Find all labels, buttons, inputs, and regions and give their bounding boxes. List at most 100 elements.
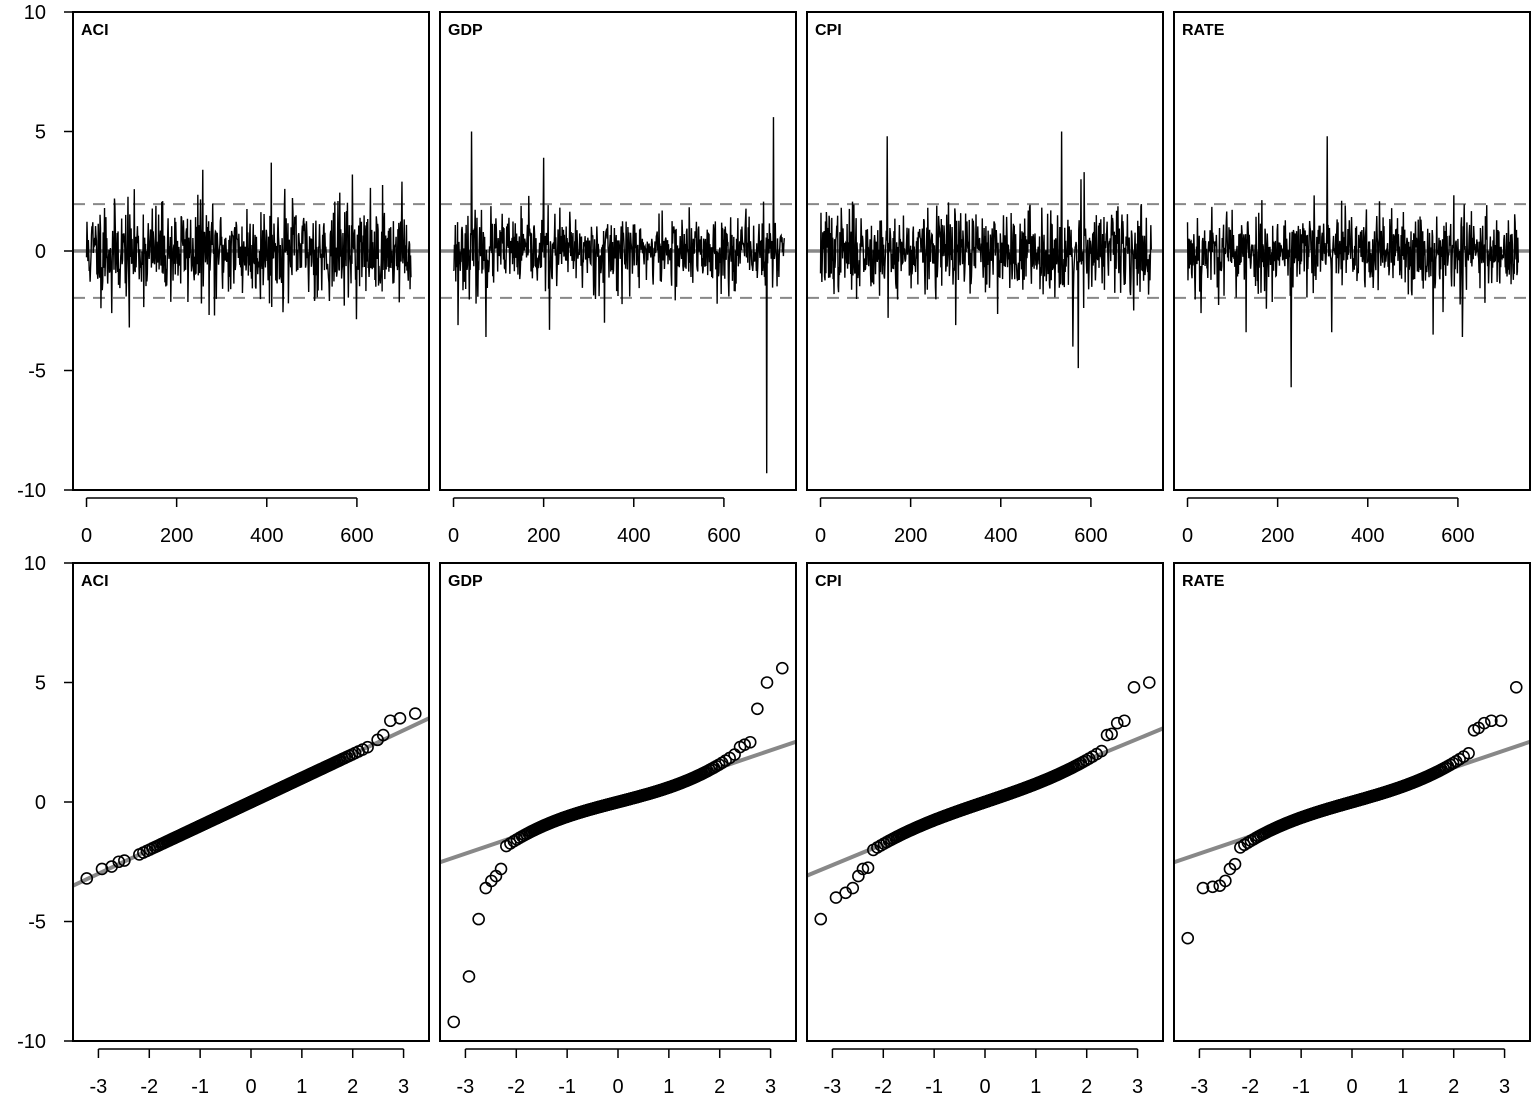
y-tick-label: -5 [28,912,46,934]
x-tick-label: 600 [1074,525,1107,547]
qq-point [112,855,126,869]
panel-label-cpi: CPI [815,573,842,590]
y-tick-label: -5 [28,361,46,383]
qq-point [1509,680,1523,694]
qq-point [846,881,860,895]
x-tick-label: 3 [1499,1076,1510,1098]
qq-point [738,738,751,751]
panel-label-aci: ACI [81,573,109,590]
panel-frame-rate [1173,11,1531,491]
panel-label-gdp: GDP [448,573,483,590]
x-tick-label: 0 [1346,1076,1357,1098]
qq-point [1228,857,1242,871]
x-tick-label: 400 [250,525,283,547]
qq-point [856,862,870,876]
panel-frame-gdp [439,11,797,491]
x-tick-label: 2 [714,1076,725,1098]
y-tick-label: 5 [35,673,46,695]
qq-point [393,712,407,725]
x-tick-label: 600 [340,525,373,547]
series-line-cpi [819,131,1152,369]
x-tick-label: 2 [347,1076,358,1098]
x-tick-label: 2 [1081,1076,1092,1098]
series-line-rate [1186,136,1519,388]
x-tick-label: -3 [824,1076,842,1098]
qq-point [775,661,789,675]
panel-frame-cpi [806,562,1164,1042]
x-tick-label: 2 [1448,1076,1459,1098]
panel-frame-rate [1173,562,1531,1042]
x-tick-label: -1 [925,1076,943,1098]
y-tick-label: 10 [24,553,46,575]
x-tick-label: 400 [1351,525,1384,547]
qq-point [1206,880,1219,894]
x-tick-label: 0 [245,1076,256,1098]
qq-point [494,862,508,876]
panel-frame-aci [72,11,430,491]
y-tick-label: -10 [17,480,46,502]
qq-point [80,872,94,885]
panel-frame-cpi [806,11,1164,491]
qq-point [1219,874,1232,888]
x-tick-label: 0 [612,1076,623,1098]
panel-label-rate: RATE [1182,22,1225,39]
x-tick-label: 1 [296,1076,307,1098]
qq-point [447,1015,461,1029]
x-tick-label: 3 [765,1076,776,1098]
panel-label-aci: ACI [81,22,109,39]
qq-point [760,676,774,689]
qq-point [814,912,828,926]
series-line-aci [85,162,412,328]
qq-point [462,970,476,983]
x-tick-label: -1 [558,1076,576,1098]
qq-point [1196,881,1210,895]
qq-point [1142,676,1156,689]
y-tick-label: -10 [17,1031,46,1053]
x-tick-label: -3 [1191,1076,1209,1098]
x-tick-label: 0 [979,1076,990,1098]
x-tick-label: -2 [1241,1076,1259,1098]
panel-label-cpi: CPI [815,22,842,39]
qq-point [743,735,757,749]
x-tick-label: 1 [1397,1076,1408,1098]
x-tick-label: -2 [507,1076,525,1098]
x-tick-label: 200 [1261,525,1294,547]
panel-label-gdp: GDP [448,22,483,39]
panel-frame-gdp [439,562,797,1042]
x-tick-label: 400 [984,525,1017,547]
x-tick-label: 200 [160,525,193,547]
qq-point [376,728,390,742]
x-tick-label: 3 [1132,1076,1143,1098]
x-tick-label: -2 [874,1076,892,1098]
y-tick-label: 10 [24,2,46,24]
panel-label-rate: RATE [1182,573,1225,590]
qq-point [118,854,131,867]
x-tick-label: 0 [448,525,459,547]
x-tick-label: -2 [140,1076,158,1098]
x-tick-label: 1 [663,1076,674,1098]
x-tick-label: 600 [1441,525,1474,547]
qq-point [1181,931,1195,945]
x-tick-label: 200 [894,525,927,547]
y-tick-label: 5 [35,122,46,144]
x-tick-label: -1 [1292,1076,1310,1098]
panel-frame-aci [72,562,430,1042]
x-tick-label: 3 [398,1076,409,1098]
x-tick-label: 400 [617,525,650,547]
x-tick-label: 200 [527,525,560,547]
qq-point [479,881,493,895]
qq-point [408,707,422,720]
qq-point [361,740,374,754]
x-tick-label: -3 [90,1076,108,1098]
qq-point [1462,746,1475,760]
y-tick-label: 0 [35,241,46,263]
y-tick-label: 0 [35,792,46,814]
qq-point [751,702,764,716]
x-tick-label: 0 [1182,525,1193,547]
qq-point [472,912,485,926]
qq-point [829,891,843,904]
x-tick-label: 1 [1030,1076,1041,1098]
qq-point [1127,680,1141,694]
series-line-gdp [452,117,785,474]
